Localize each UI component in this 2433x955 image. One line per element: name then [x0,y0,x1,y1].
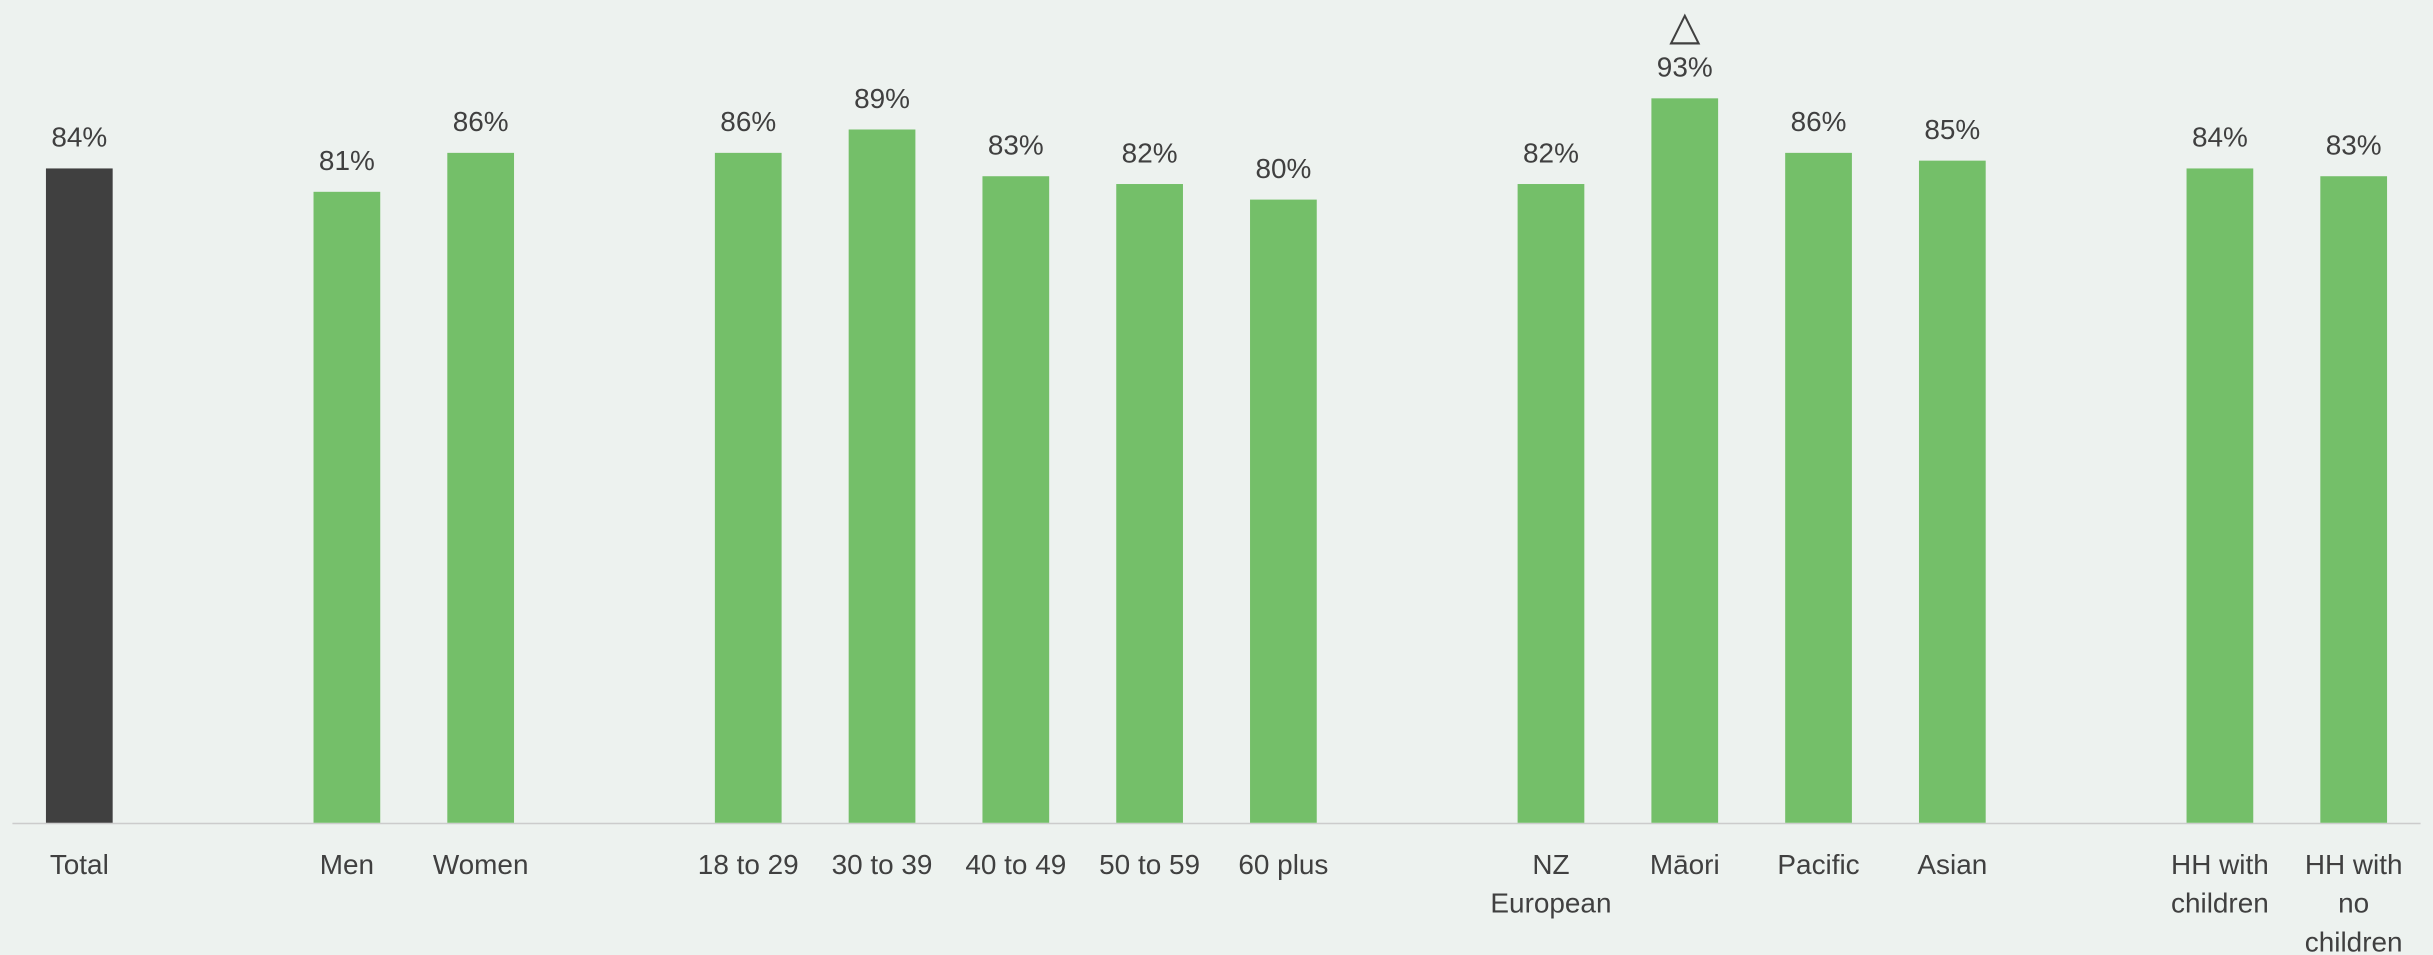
bar [714,152,782,823]
value-label: 86% [720,106,776,137]
bar [1651,98,1719,823]
x-tick-label: Māori [1650,849,1720,880]
annotation: △ [1669,2,1700,48]
x-tick-label: Men [320,849,374,880]
bar [45,168,113,823]
value-label: 83% [2326,130,2382,161]
x-tick-label: Asian [1917,849,1987,880]
x-tick-label: HH with no children [2305,849,2403,955]
x-tick-label: Pacific [1777,849,1859,880]
x-tick-label: Total [50,849,109,880]
x-tick-label: 30 to 39 [832,849,933,880]
value-label: 80% [1255,153,1311,184]
x-tick-label: Women [433,849,529,880]
bar [1918,160,1986,823]
x-tick-label: 40 to 49 [965,849,1066,880]
x-tick-label: 60 plus [1238,849,1328,880]
bar [1250,199,1317,823]
value-label: 89% [854,83,910,114]
value-label: 84% [51,122,107,153]
value-label: 84% [2192,122,2248,153]
value-label: 82% [1122,137,1178,168]
bar [1785,152,1852,823]
value-label: 86% [1791,106,1847,137]
x-tick-label: HH with children [2171,849,2269,919]
bar [848,129,916,823]
bar [1116,184,1183,823]
bar [313,191,381,823]
bar [982,176,1050,823]
x-tick-label: 18 to 29 [698,849,799,880]
value-label: 86% [453,106,509,137]
value-label: 85% [1924,114,1980,145]
bar [1517,184,1585,823]
bar [2320,176,2388,823]
bar [447,152,515,823]
bar [2186,168,2254,823]
value-label: 81% [319,145,375,176]
value-label: 93% [1657,52,1713,83]
value-label: 82% [1523,137,1579,168]
x-tick-label: NZ European [1490,849,1611,919]
x-tick-label: 50 to 59 [1099,849,1200,880]
value-label: 83% [988,130,1044,161]
